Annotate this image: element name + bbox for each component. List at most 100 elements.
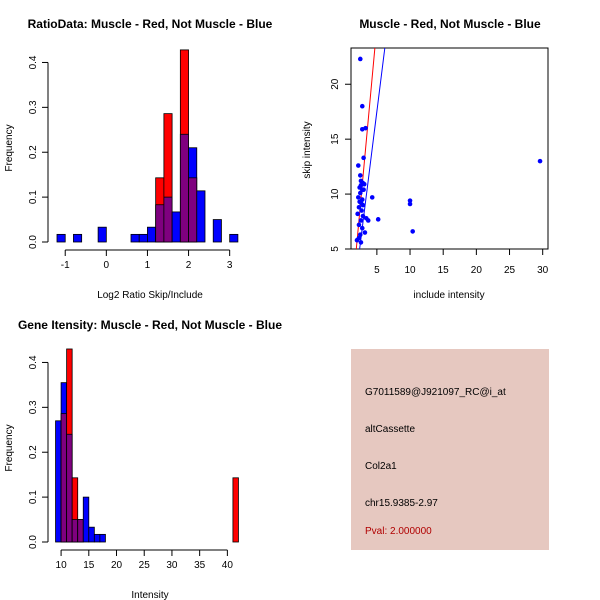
scatter-point-23 [355, 211, 360, 217]
intensity-y-tick-label-3: 0.3 [28, 400, 39, 414]
ratio-bar-17 [196, 190, 206, 243]
scatter-point-22 [359, 208, 364, 213]
scatter-point-3 [359, 126, 365, 132]
scatter-x-tick-label-4: 25 [504, 265, 516, 276]
scatter-y-tick-label-2: 15 [330, 133, 341, 145]
ratio-y-tick-label-4: 0.4 [28, 55, 39, 69]
ratio-bar-0 [56, 233, 66, 243]
scatter-points [354, 56, 543, 245]
intensity-x-tick-label-3: 25 [139, 560, 151, 571]
ratio-bar-21 [229, 233, 239, 243]
ratio-overlap-bar-12 [155, 204, 165, 243]
scatter-point-5 [361, 155, 366, 161]
scatter-point-30 [359, 225, 365, 231]
scatter-y-tick-label-0: 5 [330, 246, 341, 252]
scatter-point-29 [375, 217, 381, 222]
pval-text: Pval: 2.000000 [365, 526, 432, 537]
ratio-histogram-title: RatioData: Muscle - Red, Not Muscle - Bl… [28, 17, 273, 31]
ratio-histogram-panel: RatioData: Muscle - Red, Not Muscle - Bl… [4, 17, 273, 301]
gene-intensity-xlabel: Intensity [131, 590, 168, 600]
intensity-x-tick-label-5: 35 [194, 560, 206, 571]
intensity-bar-6 [88, 526, 95, 543]
intensity-overlap-bar-4 [77, 519, 84, 543]
scatter-point-6 [357, 173, 363, 178]
intensity-x-tick-label-4: 30 [166, 560, 178, 571]
intensity-x-tick-label-1: 15 [83, 560, 95, 571]
scatter-point-15 [355, 195, 361, 200]
scatter-xlabel: include intensity [413, 290, 484, 301]
intensity-scatter-panel: Muscle - Red, Not Muscle - Blue include … [302, 17, 549, 301]
ratio-histogram-bars [56, 49, 239, 243]
scatter-point-24 [360, 213, 366, 219]
intensity-overlap-bar-1 [60, 413, 68, 543]
intensity-y-tick-label-4: 0.4 [28, 355, 39, 369]
intensity-x-tick-label-0: 10 [56, 560, 68, 571]
gene-name-text: Col2a1 [365, 461, 397, 472]
scatter-point-1 [359, 103, 365, 109]
intensity-x-tick-label-2: 20 [111, 560, 123, 571]
intensity-bar-7 [93, 533, 101, 543]
ratio-x-tick-label-2: 1 [145, 260, 151, 271]
ratio-y-tick-label-1: 0.1 [28, 190, 39, 204]
ratio-bar-11 [147, 226, 157, 243]
intensity-y-tick-label-0: 0.0 [28, 535, 39, 549]
scatter-point-37 [407, 201, 413, 207]
scatter-plot-frame [350, 47, 549, 250]
scatter-point-31 [362, 230, 368, 235]
ratio-x-tick-label-4: 3 [227, 260, 233, 271]
scatter-x-tick-label-0: 5 [374, 265, 380, 276]
scatter-y-tick-label-1: 10 [330, 188, 341, 200]
scatter-point-39 [537, 158, 543, 164]
genomic-location-text: chr15.9385-2.97 [365, 498, 438, 509]
scatter-point-26 [358, 218, 364, 223]
ratio-bar-5 [97, 226, 107, 243]
scatter-ylabel: skip intensity [302, 121, 313, 178]
ratio-x-tick-label-1: 0 [104, 260, 110, 271]
probe-id-text: G7011589@J921097_RC@i_at [365, 387, 506, 398]
ratio-histogram-ylabel: Frequency [4, 124, 15, 171]
ratio-y-tick-label-2: 0.2 [28, 145, 39, 159]
ratio-histogram-xlabel: Log2 Ratio Skip/Include [97, 290, 203, 301]
ratio-histogram-axes: -1 0 1 2 3 0.0 0.1 0.2 0.3 0.4 [28, 55, 233, 271]
intensity-bar-0 [55, 420, 62, 543]
scatter-point-0 [357, 56, 363, 62]
scatter-point-21 [356, 204, 362, 210]
scatter-point-14 [357, 190, 363, 196]
scatter-point-35 [358, 240, 364, 245]
ratio-bar-9 [130, 233, 140, 243]
intensity-bar-8 [99, 533, 106, 543]
scatter-point-27 [356, 222, 362, 228]
gene-intensity-ylabel: Frequency [4, 424, 15, 471]
ratio-x-tick-label-0: -1 [61, 260, 70, 271]
ratio-y-tick-label-3: 0.3 [28, 100, 39, 114]
scatter-point-20 [360, 202, 366, 208]
intensity-overlap-bar-2 [66, 433, 73, 543]
scatter-axes: 5 10 15 20 25 30 5 10 15 20 [330, 78, 549, 276]
scatter-x-tick-label-1: 10 [404, 265, 416, 276]
ratio-y-tick-label-0: 0.0 [28, 235, 39, 249]
scatter-y-tick-label-3: 20 [330, 78, 341, 90]
ratio-x-tick-label-3: 2 [186, 260, 192, 271]
gene-intensity-axes: 10 15 20 25 30 35 40 0.0 0.1 0.2 0.3 0.4 [28, 355, 233, 571]
ratio-overlap-bar-13 [163, 196, 173, 243]
intensity-overlap-bar-3 [71, 519, 79, 543]
ratio-bar-19 [212, 219, 222, 243]
scatter-point-17 [369, 195, 375, 200]
ratio-bar-2 [73, 233, 83, 243]
intensity-y-tick-label-1: 0.1 [28, 490, 39, 504]
scatter-line-red [355, 47, 376, 250]
probe-info-box: G7011589@J921097_RC@i_at altCassette Col… [351, 349, 549, 550]
intensity-bar-32 [232, 477, 239, 543]
scatter-point-4 [355, 163, 361, 168]
gene-intensity-bars [55, 348, 239, 543]
intensity-x-tick-label-6: 40 [222, 560, 234, 571]
intensity-bar-5 [82, 496, 90, 543]
gene-intensity-histogram-panel: Gene Itensity: Muscle - Red, Not Muscle … [4, 318, 282, 600]
scatter-x-tick-label-2: 15 [438, 265, 450, 276]
scatter-point-34 [354, 237, 360, 243]
scatter-x-tick-label-5: 30 [537, 265, 549, 276]
scatter-point-13 [361, 187, 366, 192]
intensity-y-tick-label-2: 0.2 [28, 445, 39, 459]
ratio-bar-10 [138, 233, 148, 243]
